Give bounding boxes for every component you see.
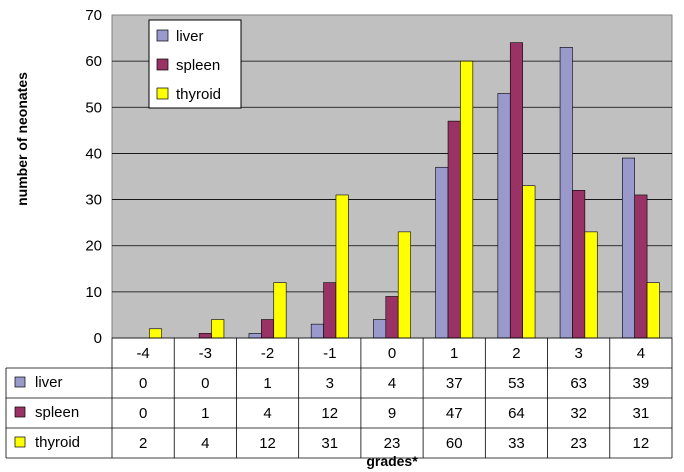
table-cell: 2 [139,435,147,452]
y-axis-ticks: 0 10 20 30 40 50 60 70 [85,7,102,347]
table-cell: 39 [633,375,650,392]
bar-liver--2 [248,333,262,339]
table-cell: 47 [446,405,463,422]
legend-label: thyroid [176,86,221,103]
x-tick-label: 2 [512,345,520,362]
table-cell: 3 [326,375,334,392]
table-series-label: thyroid [35,434,80,451]
bar-liver-4 [621,157,635,339]
bar-thyroid--4 [149,328,163,339]
table-cell: 60 [446,435,463,452]
table-cell: 1 [201,405,209,422]
table-cell: 1 [263,375,271,392]
table-cell: 0 [201,375,209,392]
bar-thyroid-2 [522,185,536,339]
bar-liver-0 [373,319,387,339]
table-legend-key [14,436,26,448]
bar-liver-2 [497,93,511,339]
bar-spleen-2 [509,42,523,339]
table-cell: 23 [570,435,587,452]
y-tick-label: 50 [85,99,102,116]
x-tick-label: 3 [574,345,582,362]
y-tick-label: 0 [94,330,102,347]
bar-spleen--2 [261,319,275,339]
x-tick-label: -4 [136,345,149,362]
table-legend-key [14,376,26,388]
x-tick-label: -1 [323,345,336,362]
table-series-label: spleen [35,404,79,421]
table-cell: 12 [633,435,650,452]
y-tick-label: 20 [85,238,102,255]
y-tick-label: 30 [85,192,102,209]
table-cell: 4 [201,435,209,452]
bar-thyroid--2 [273,282,287,339]
x-tick-label: -2 [261,345,274,362]
bar-spleen--1 [323,282,337,339]
bar-liver-3 [559,46,573,339]
table-cell: 31 [321,435,338,452]
x-tick-label: 0 [388,345,396,362]
table-cell: 4 [263,405,271,422]
bars [149,42,660,339]
bar-thyroid-0 [397,231,411,339]
bar-liver-1 [435,166,449,339]
y-tick-label: 70 [85,7,102,24]
x-axis-label: grades* [366,453,418,469]
table-cell: 12 [321,405,338,422]
legend-key-thyroid [156,87,169,100]
bar-spleen-1 [447,120,461,339]
y-tick-label: 40 [85,145,102,162]
y-axis-label: number of neonates [14,72,30,206]
bar-thyroid-3 [584,231,598,339]
x-tick-label: 1 [450,345,458,362]
legend-key-liver [156,29,169,42]
x-tick-label: -3 [199,345,212,362]
bar-thyroid-1 [460,60,474,339]
y-tick-label: 10 [85,284,102,301]
legend-key-spleen [156,58,169,71]
table-cell: 31 [633,405,650,422]
bar-thyroid--3 [211,319,225,339]
table-cell: 33 [508,435,525,452]
table-cell: 4 [388,375,396,392]
table-cell: 64 [508,405,525,422]
legend: liver spleen thyroid [148,19,242,109]
table-cell: 0 [139,375,147,392]
table-cell: 23 [384,435,401,452]
x-tick-label: 4 [637,345,645,362]
legend-label: spleen [176,57,220,74]
table-cell: 0 [139,405,147,422]
table-legend-key [14,406,26,418]
table-cell: 63 [570,375,587,392]
table-cell: 9 [388,405,396,422]
bar-spleen-3 [572,190,586,339]
bar-spleen-4 [634,194,648,339]
table-cell: 37 [446,375,463,392]
bar-liver--1 [310,323,324,339]
table-cell: 12 [259,435,276,452]
table-cell: 53 [508,375,525,392]
bar-spleen-0 [385,296,399,339]
legend-label: liver [176,28,204,45]
table-series-label: liver [35,374,63,391]
bar-thyroid-4 [646,282,660,339]
table-cell: 32 [570,405,587,422]
bar-thyroid--1 [335,194,349,339]
bar-spleen--3 [198,333,212,339]
y-tick-label: 60 [85,53,102,70]
